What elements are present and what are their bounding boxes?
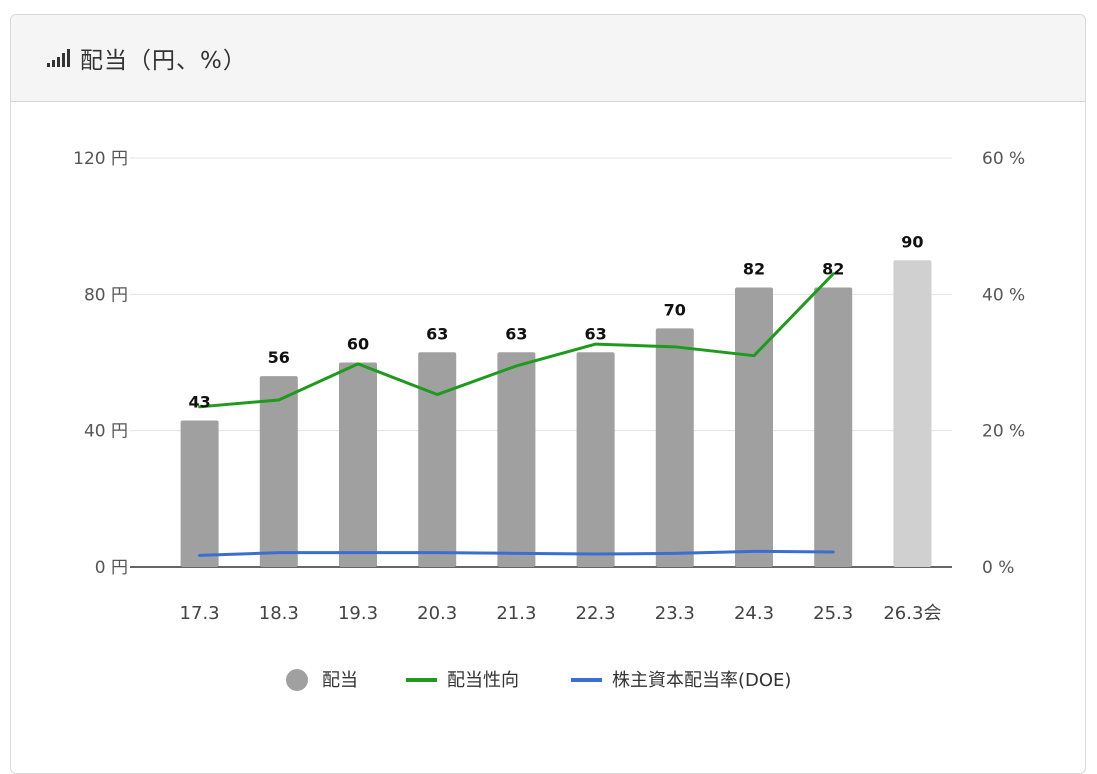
legend-label: 株主資本配当率(DOE) bbox=[612, 670, 791, 691]
right-axis-tick-label: 60 % bbox=[982, 149, 1025, 169]
x-axis-tick-label: 22.3 bbox=[576, 603, 616, 624]
right-axis-tick-label: 0 % bbox=[982, 558, 1014, 578]
x-axis-tick-label: 23.3 bbox=[655, 603, 695, 624]
x-axis-tick-label: 21.3 bbox=[496, 603, 536, 624]
right-axis-tick-label: 40 % bbox=[982, 285, 1025, 305]
legend-swatch-dividend bbox=[286, 669, 308, 691]
series-line bbox=[198, 549, 835, 557]
left-axis-tick-label: 40 円 bbox=[84, 422, 128, 442]
bar bbox=[735, 287, 773, 567]
legend-label: 配当性向 bbox=[447, 670, 519, 691]
data-label: 70 bbox=[664, 300, 686, 319]
signal-bars-icon bbox=[47, 49, 72, 67]
x-axis-tick-label: 25.3 bbox=[813, 603, 853, 624]
data-label: 63 bbox=[584, 324, 606, 343]
left-axis-tick-label: 80 円 bbox=[84, 285, 128, 305]
bar bbox=[893, 260, 932, 567]
bar bbox=[180, 420, 219, 567]
card-title: 配当（円、%） bbox=[80, 48, 247, 74]
bar bbox=[259, 376, 298, 567]
bar bbox=[655, 328, 694, 567]
data-label: 63 bbox=[505, 324, 527, 343]
card-header: 配当（円、%） bbox=[11, 15, 1085, 102]
data-label: 43 bbox=[188, 392, 210, 411]
bar bbox=[418, 352, 457, 567]
bar bbox=[497, 352, 536, 567]
bar bbox=[576, 352, 615, 567]
x-axis-tick-label: 26.3会 bbox=[883, 603, 941, 624]
x-axis-tick-label: 19.3 bbox=[338, 603, 378, 624]
series-line bbox=[198, 272, 835, 409]
legend-label: 配当 bbox=[322, 670, 358, 691]
data-label: 60 bbox=[347, 335, 369, 354]
data-label: 90 bbox=[901, 232, 923, 251]
x-axis-tick-label: 24.3 bbox=[734, 603, 774, 624]
left-axis-tick-label: 120 円 bbox=[73, 149, 128, 169]
x-axis-tick-label: 18.3 bbox=[259, 603, 299, 624]
right-axis-tick-label: 20 % bbox=[982, 422, 1025, 442]
data-label: 56 bbox=[268, 348, 290, 367]
x-axis-tick-label: 17.3 bbox=[180, 603, 220, 624]
bar bbox=[814, 287, 853, 567]
data-label: 82 bbox=[822, 260, 844, 279]
x-axis-tick-label: 20.3 bbox=[417, 603, 457, 624]
bar bbox=[339, 362, 377, 567]
left-axis-tick-label: 0 円 bbox=[95, 558, 128, 578]
data-label: 63 bbox=[426, 324, 448, 343]
data-label: 82 bbox=[743, 260, 765, 279]
dividend-chart: 0 円 40 円 80 円 120 円 0 % 20 % 40 % 60 % 43 56 60 63 6… bbox=[73, 149, 1025, 691]
